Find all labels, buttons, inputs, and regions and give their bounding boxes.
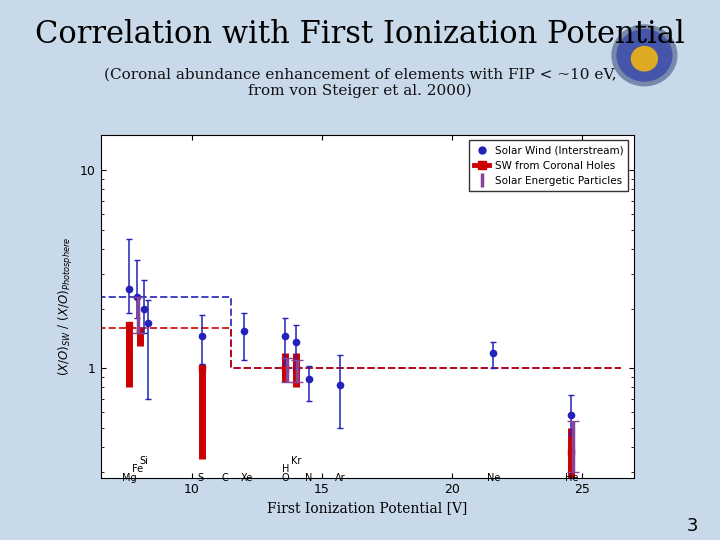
Text: Mg: Mg xyxy=(122,474,137,483)
Text: Si: Si xyxy=(139,456,148,466)
Text: O: O xyxy=(282,474,289,483)
Text: Kr: Kr xyxy=(291,456,301,466)
Text: Ar: Ar xyxy=(335,474,345,483)
Text: S: S xyxy=(198,474,204,483)
Y-axis label: $(X/O)_{SW}$ / $(X/O)_{Photosphere}$: $(X/O)_{SW}$ / $(X/O)_{Photosphere}$ xyxy=(56,237,74,376)
Text: Fe: Fe xyxy=(132,464,143,474)
Circle shape xyxy=(617,30,672,81)
Text: 3: 3 xyxy=(687,517,698,535)
Text: Ne: Ne xyxy=(487,474,500,483)
Text: H: H xyxy=(282,464,289,474)
Text: N: N xyxy=(305,474,312,483)
Circle shape xyxy=(612,25,677,86)
Text: C: C xyxy=(221,474,228,483)
X-axis label: First Ionization Potential [V]: First Ionization Potential [V] xyxy=(267,501,467,515)
Text: Xe: Xe xyxy=(240,474,253,483)
Text: He: He xyxy=(564,474,578,483)
Circle shape xyxy=(631,46,657,71)
Legend: Solar Wind (Interstream), SW from Coronal Holes, Solar Energetic Particles: Solar Wind (Interstream), SW from Corona… xyxy=(469,140,629,191)
Text: (Coronal abundance enhancement of elements with FIP < ~10 eV,
from von Steiger e: (Coronal abundance enhancement of elemen… xyxy=(104,68,616,98)
Text: Correlation with First Ionization Potential: Correlation with First Ionization Potent… xyxy=(35,19,685,50)
